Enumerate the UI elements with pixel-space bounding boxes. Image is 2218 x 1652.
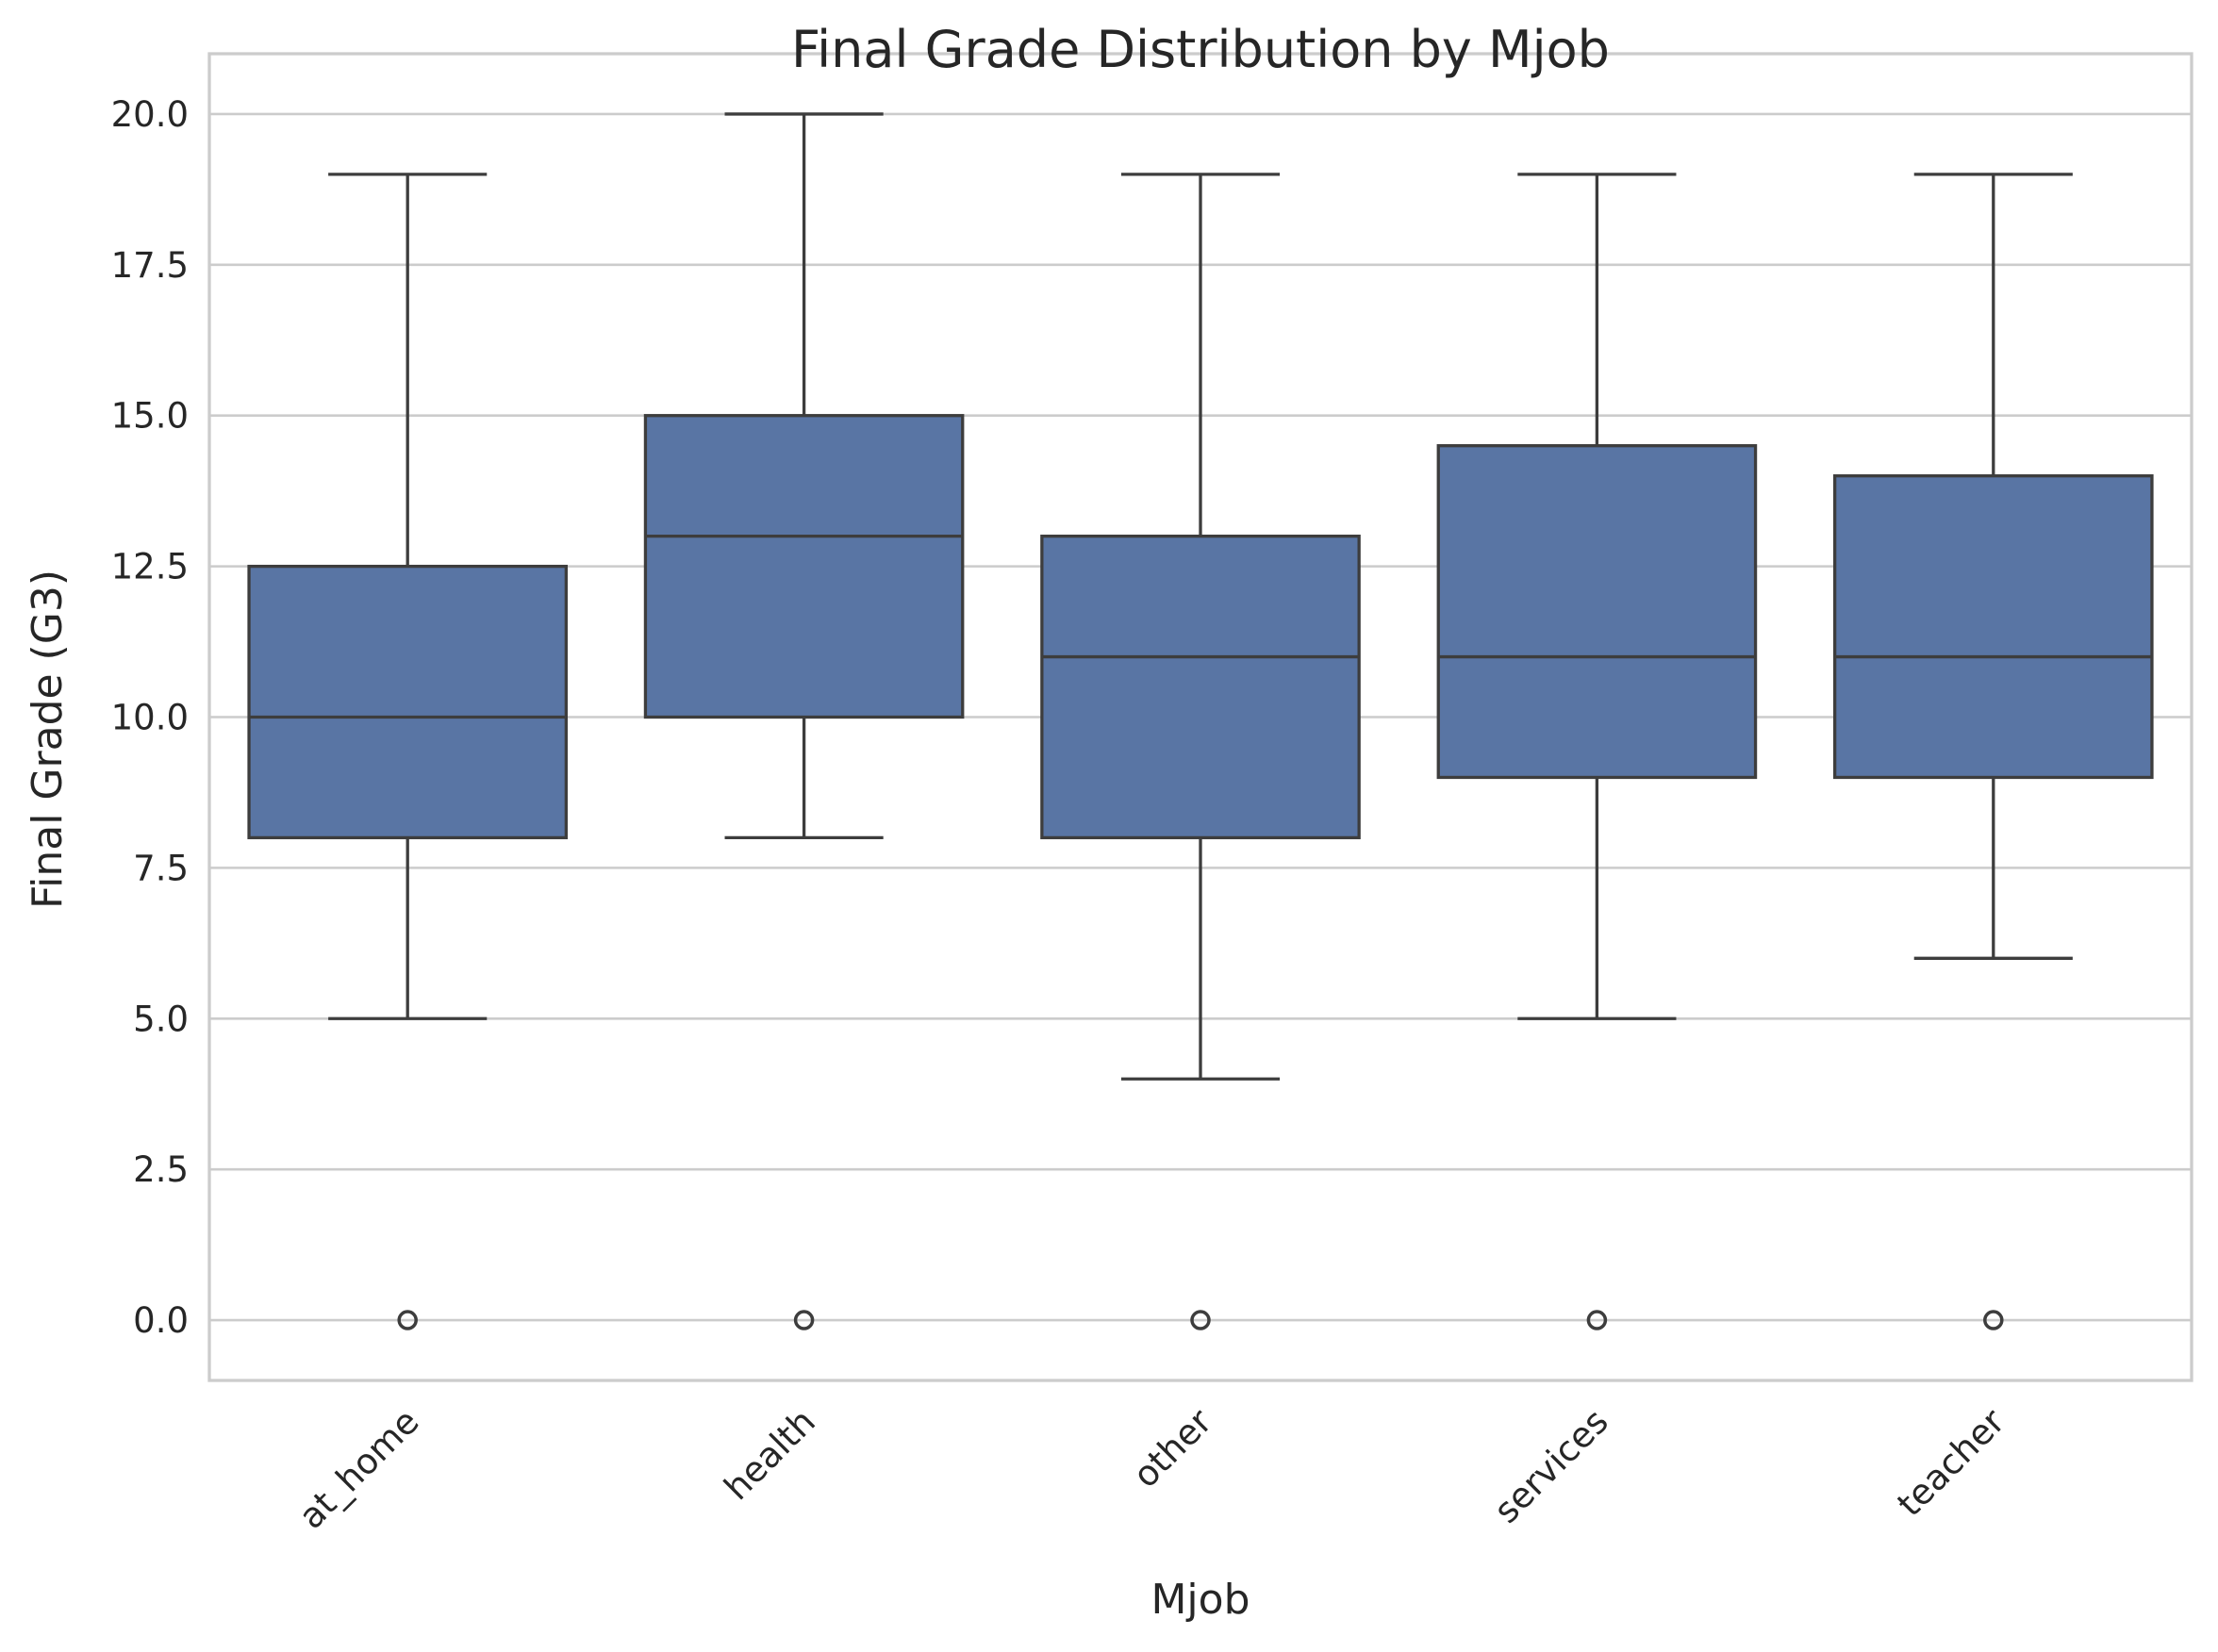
outlier-point — [1190, 1310, 1211, 1330]
y-tick-labels: 0.0 2.5 5.0 7.5 10.0 12.5 15.0 17.5 20.0 — [111, 94, 189, 1341]
box-body — [1436, 444, 1758, 780]
boxes-layer — [247, 112, 2154, 1330]
x-tick-label-health: health — [717, 1401, 823, 1508]
plot-frame — [207, 52, 2193, 1382]
box-body — [1832, 474, 2154, 780]
x-tick-label-teacher: teacher — [1890, 1400, 2013, 1524]
y-axis-label: Final Grade (G3) — [24, 570, 72, 909]
y-tick-label: 17.5 — [111, 245, 189, 286]
box-health — [643, 112, 965, 1330]
box-body — [1040, 534, 1361, 840]
box-services — [1436, 173, 1758, 1330]
y-tick-label: 10.0 — [111, 698, 189, 738]
outlier-point — [1983, 1310, 2004, 1330]
y-tick-label: 2.5 — [133, 1149, 189, 1190]
y-tick-label: 15.0 — [111, 396, 189, 437]
x-axis-label: Mjob — [1150, 1576, 1250, 1624]
chart-title: Final Grade Distribution by Mjob — [791, 20, 1610, 79]
plot-border — [207, 52, 2193, 1382]
box-teacher — [1832, 173, 2154, 1330]
y-tick-label: 12.5 — [111, 547, 189, 587]
outlier-point — [1586, 1310, 1608, 1330]
x-tick-labels: at_home health other services teacher — [291, 1400, 2013, 1537]
y-tick-label: 20.0 — [111, 94, 189, 135]
box-other — [1040, 173, 1361, 1330]
x-tick-label-at_home: at_home — [291, 1401, 427, 1537]
box-body — [247, 564, 569, 840]
y-tick-label: 0.0 — [133, 1300, 189, 1341]
outlier-point — [397, 1310, 418, 1330]
x-tick-label-services: services — [1486, 1401, 1616, 1531]
box-at_home — [247, 173, 569, 1330]
box-body — [643, 414, 965, 719]
y-tick-label: 7.5 — [133, 848, 189, 888]
y-tick-label: 5.0 — [133, 999, 189, 1039]
outlier-point — [793, 1310, 815, 1330]
x-tick-label-other: other — [1125, 1400, 1220, 1495]
